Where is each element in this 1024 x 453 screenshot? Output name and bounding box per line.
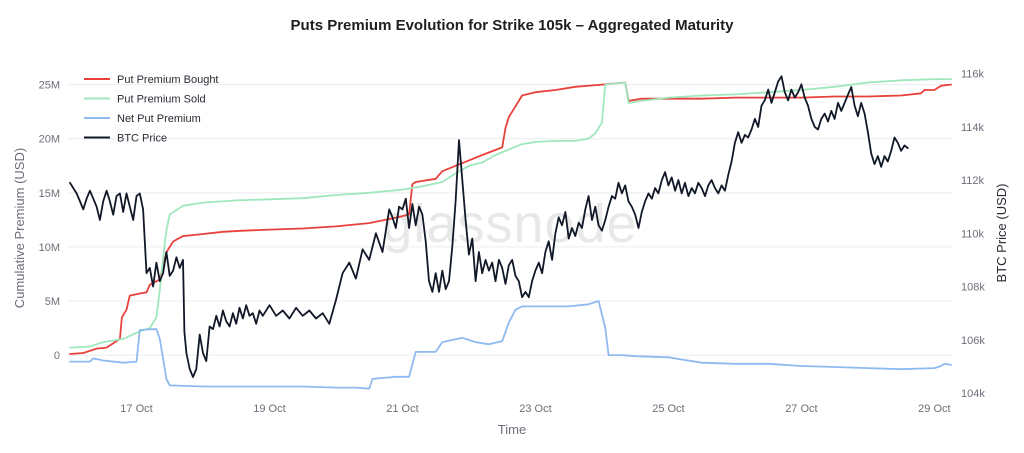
x-tick-label: 17 Oct (120, 403, 152, 415)
y-right-axis-title: BTC Price (USD) (994, 184, 1009, 283)
watermark-logo: glassnode (382, 194, 637, 254)
gridlines (68, 84, 953, 356)
y-left-tick-label: 10M (39, 242, 60, 254)
legend-label-btc-price: BTC Price (117, 133, 167, 145)
y-right-tick-label: 116k (961, 69, 985, 81)
x-tick-label: 19 Oct (253, 403, 285, 415)
chart-title: Puts Premium Evolution for Strike 105k –… (291, 17, 735, 34)
series-layer (69, 75, 952, 390)
series-line-btc-price (69, 75, 909, 378)
y-right-tick-label: 112k (961, 175, 985, 187)
y-left-axis-ticks: 0 5M 10M 15M 20M 25M (39, 80, 60, 362)
x-tick-label: 27 Oct (785, 403, 817, 415)
series-line-net-put-premium (69, 300, 952, 390)
legend-label-put-premium-bought: Put Premium Bought (117, 74, 219, 86)
x-tick-label: 21 Oct (386, 403, 418, 415)
x-axis-ticks: 17 Oct 19 Oct 21 Oct 23 Oct 25 Oct 27 Oct 29 O… (120, 403, 950, 415)
y-right-tick-label: 110k (961, 228, 985, 240)
x-tick-label: 23 Oct (519, 403, 551, 415)
y-right-tick-label: 104k (961, 388, 985, 400)
series-line-put-premium-bought (69, 81, 952, 355)
x-tick-label: 25 Oct (652, 403, 684, 415)
legend: Put Premium Bought Put Premium Sold Net Pu… (84, 74, 219, 145)
y-right-tick-label: 108k (961, 282, 985, 294)
y-right-tick-label: 114k (961, 122, 985, 134)
series-line-put-premium-sold (69, 78, 952, 349)
y-right-tick-label: 106k (961, 335, 985, 347)
y-left-tick-label: 5M (45, 296, 60, 308)
y-left-tick-label: 20M (39, 134, 60, 146)
legend-label-put-premium-sold: Put Premium Sold (117, 94, 206, 106)
y-left-tick-label: 15M (39, 188, 60, 200)
x-axis-title: Time (498, 422, 526, 437)
y-left-tick-label: 0 (54, 350, 60, 362)
y-left-tick-label: 25M (39, 80, 60, 92)
legend-label-net-put-premium: Net Put Premium (117, 113, 201, 125)
y-left-axis-title: Cumulative Premium (USD) (12, 148, 27, 308)
x-tick-label: 29 Oct (918, 403, 950, 415)
y-right-axis-ticks: 104k 106k 108k 110k 112k 114k 116k (961, 69, 985, 400)
